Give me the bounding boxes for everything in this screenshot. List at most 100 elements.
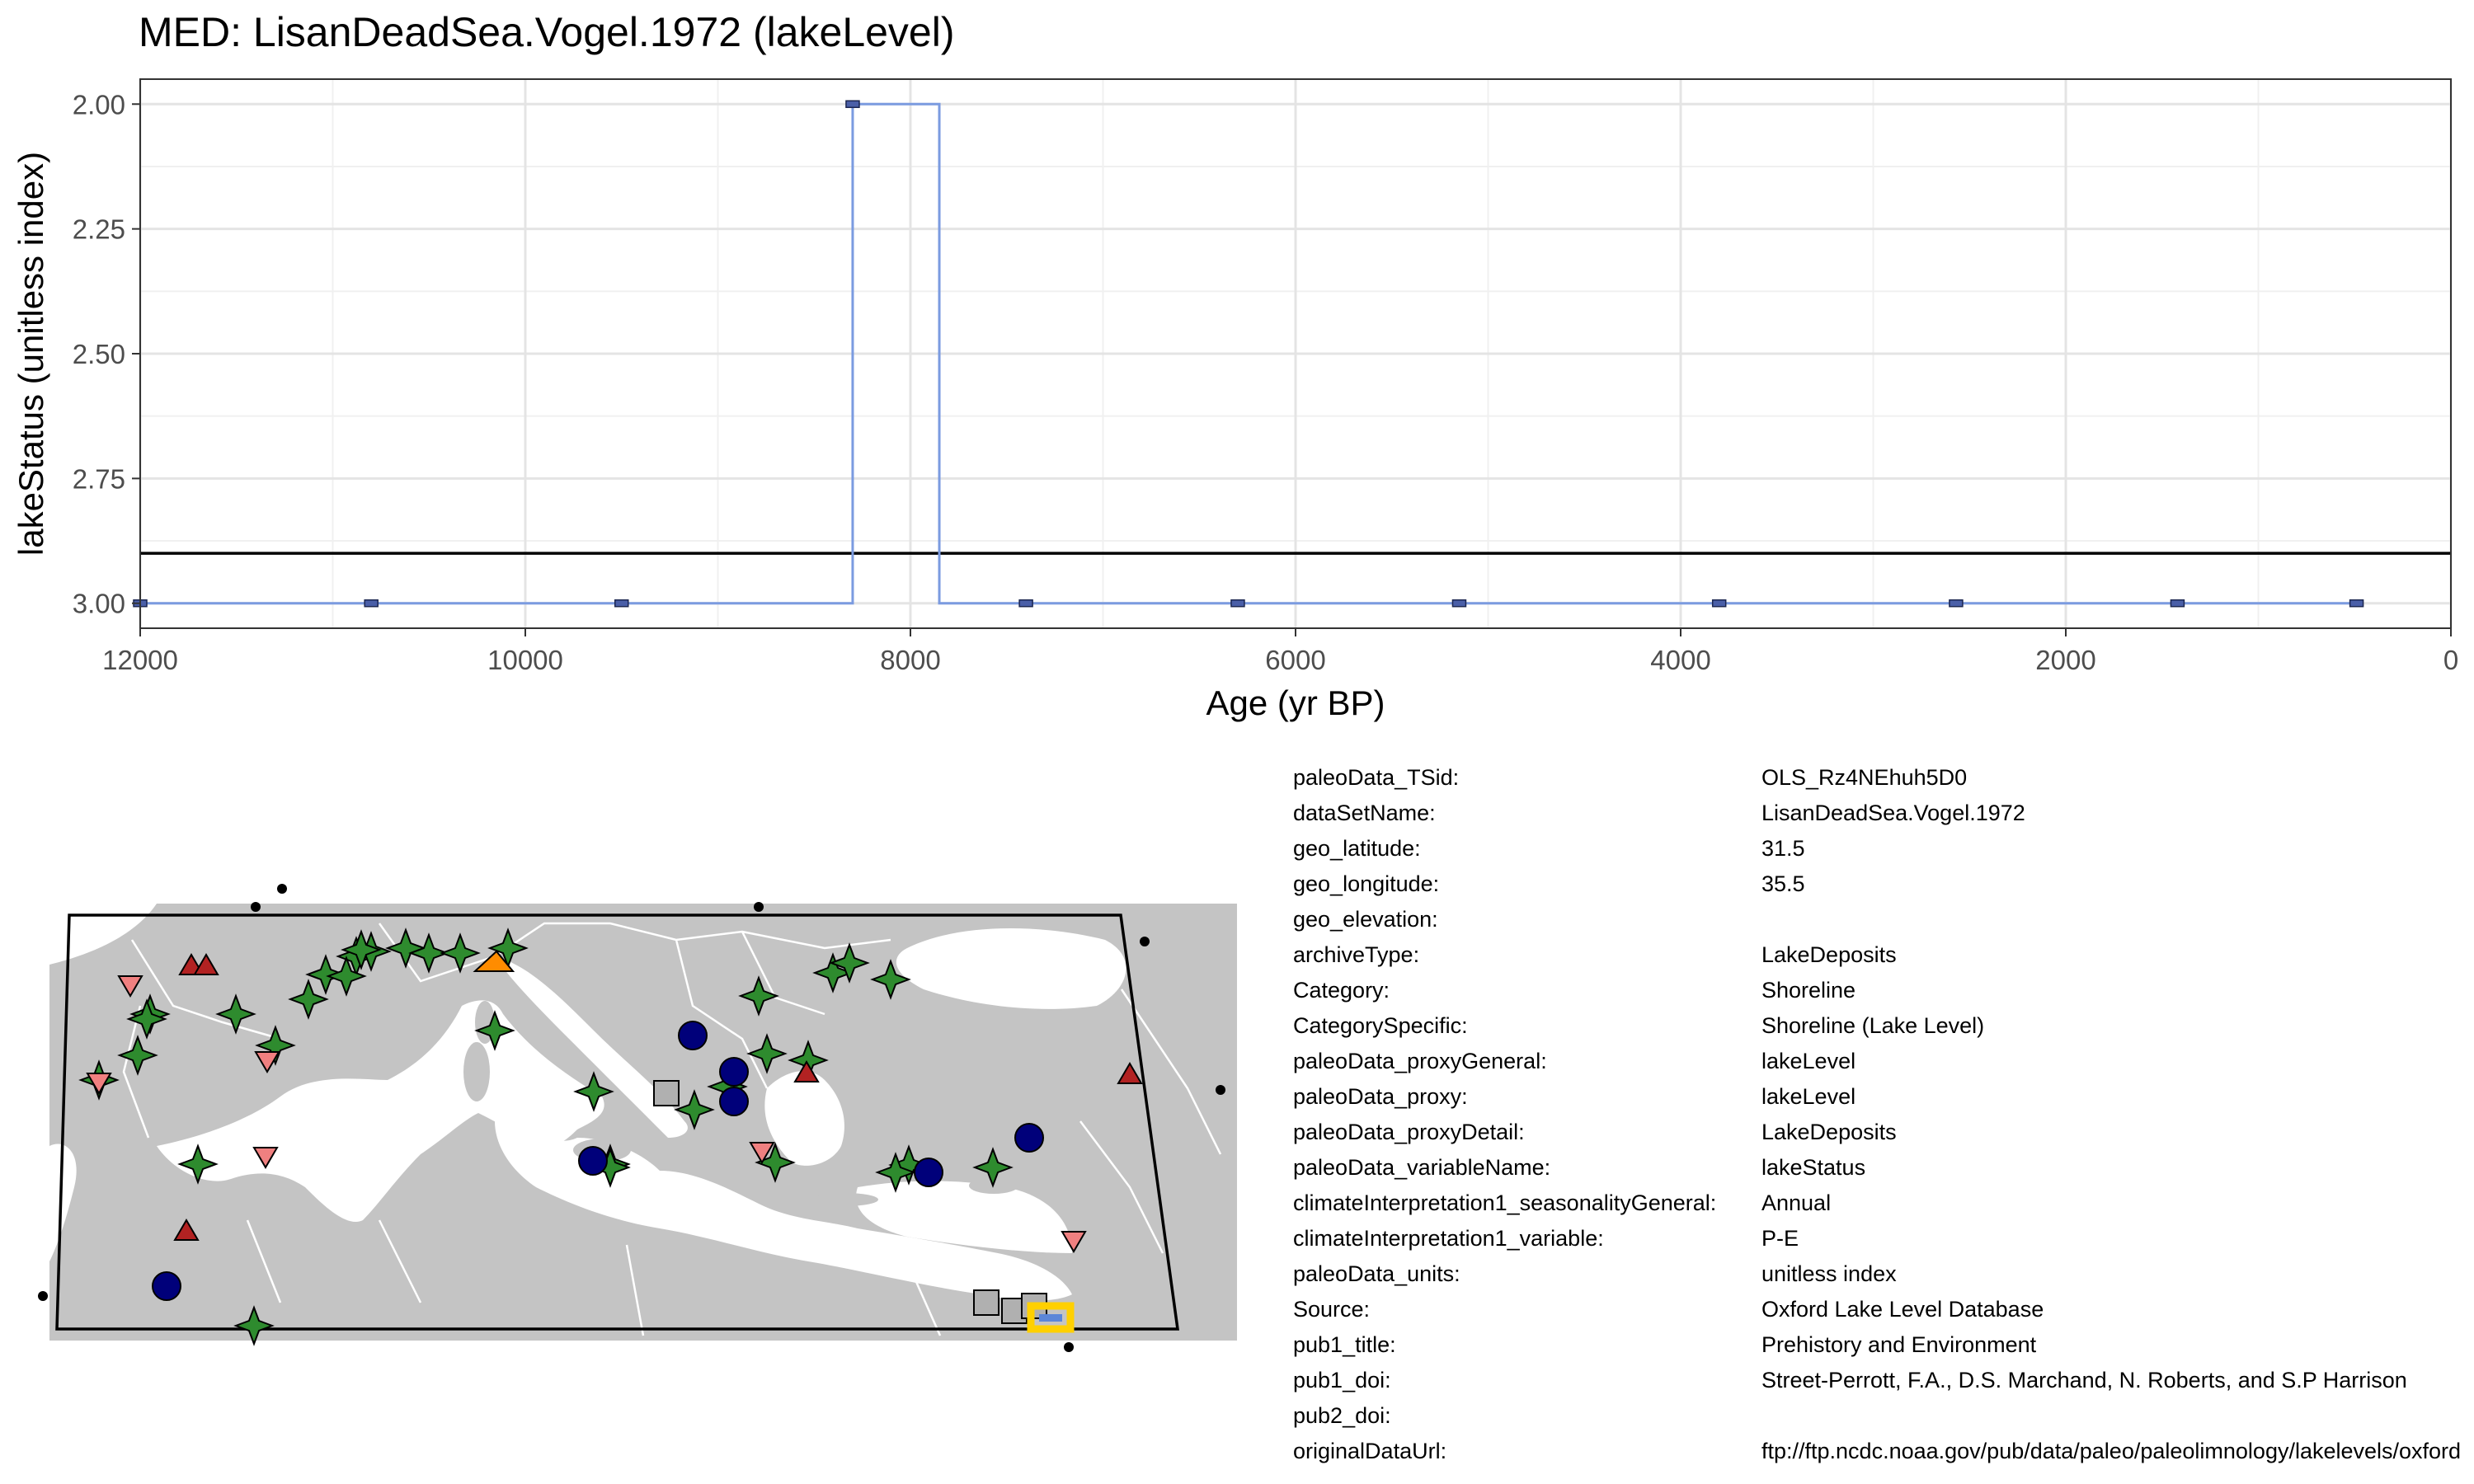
y-axis-label: lakeStatus (unitless index) — [12, 152, 50, 556]
site-marker-circle — [152, 1271, 181, 1301]
data-point-marker — [1451, 599, 1467, 608]
metadata-key: paleoData_variableName: — [1293, 1155, 1551, 1180]
central-mediterranean — [495, 1121, 1072, 1301]
data-point-marker — [2349, 599, 2364, 608]
site-marker-down-triangle — [252, 1147, 279, 1169]
site-marker-triangle — [173, 1219, 200, 1241]
metadata-row: paleoData_proxyGeneral: lakeLevel — [1293, 1044, 2461, 1079]
metadata-row: CategorySpecific: Shoreline (Lake Level) — [1293, 1008, 2461, 1044]
metadata-row: geo_latitude: 31.5 — [1293, 831, 2461, 866]
y-tick-label: 2.25 — [73, 214, 125, 245]
metadata-key: paleoData_proxy: — [1293, 1084, 1468, 1109]
site-marker-star — [972, 1147, 1014, 1188]
metadata-key: geo_elevation: — [1293, 907, 1438, 932]
x-tick-label: 4000 — [1650, 645, 1710, 675]
metadata-key: climateInterpretation1_seasonalityGenera… — [1293, 1190, 1717, 1215]
metadata-key: CategorySpecific: — [1293, 1013, 1468, 1038]
data-point-marker — [364, 599, 379, 608]
metadata-key: geo_longitude: — [1293, 871, 1440, 896]
highlighted-site-core — [1039, 1314, 1062, 1322]
series-step-line — [140, 102, 2357, 605]
metadata-row: climateInterpretation1_seasonalityGenera… — [1293, 1186, 2461, 1221]
borders — [122, 922, 1222, 1336]
map-frame — [55, 913, 1180, 1331]
site-markers — [78, 928, 1143, 1346]
metadata-key: paleoData_units: — [1293, 1261, 1460, 1286]
frame-dots — [38, 884, 1225, 1352]
site-marker-star — [117, 1035, 158, 1076]
data-point-marker — [1018, 599, 1033, 608]
map-background — [49, 904, 1237, 1341]
frame-dot — [1216, 1085, 1225, 1095]
frame-dot — [38, 1291, 48, 1301]
site-marker-star — [255, 1025, 296, 1066]
site-marker-star — [288, 979, 329, 1020]
metadata-value: Oxford Lake Level Database — [1761, 1297, 2044, 1322]
site-marker-square — [973, 1289, 999, 1316]
x-tick-label: 12000 — [102, 645, 178, 675]
site-marker-star — [829, 942, 870, 984]
site-marker-circle — [719, 1057, 749, 1087]
metadata-row: pub1_doi: Street-Perrott, F.A., D.S. Marc… — [1293, 1363, 2461, 1398]
site-marker-star — [746, 1033, 788, 1074]
site-marker-circle — [578, 1146, 608, 1176]
metadata-row: pub2_doi: — [1293, 1398, 2461, 1434]
site-marker-triangle — [193, 953, 219, 975]
metadata-key: Category: — [1293, 978, 1390, 1003]
site-marker-star — [875, 1152, 916, 1193]
data-point-marker — [614, 599, 629, 608]
atlantic — [49, 904, 157, 965]
metadata-row: Source: Oxford Lake Level Database — [1293, 1292, 2461, 1327]
site-marker-star — [385, 928, 426, 969]
highlighted-site — [1027, 1302, 1075, 1333]
x-tick-label: 6000 — [1265, 645, 1325, 675]
site-marker-down-triangle — [1061, 1231, 1087, 1253]
site-marker-star — [440, 932, 481, 974]
metadata-row: dataSetName: LisanDeadSea.Vogel.1972 — [1293, 796, 2461, 831]
site-marker-circle — [1014, 1123, 1044, 1153]
metadata-row: originalDataUrl: ftp://ftp.ncdc.noaa.gov/… — [1293, 1434, 2461, 1469]
metadata-key: paleoData_TSid: — [1293, 765, 1460, 790]
site-marker-star — [674, 1089, 715, 1130]
site-marker-circle — [914, 1158, 943, 1187]
site-marker-star — [326, 956, 367, 997]
adriatic-sea — [495, 956, 688, 1138]
x-axis-ticks: 12000 10000 8000 6000 4000 2000 0 — [102, 628, 2458, 675]
metadata-key: pub1_doi: — [1293, 1368, 1391, 1392]
metadata-row: paleoData_TSid: OLS_Rz4NEhuh5D0 — [1293, 760, 2461, 796]
site-marker-star — [870, 959, 911, 1000]
site-marker-star — [215, 993, 256, 1035]
aegean-sea — [764, 1071, 844, 1166]
metadata-key: climateInterpretation1_variable: — [1293, 1226, 1604, 1251]
metadata-value: ftp://ftp.ncdc.noaa.gov/pub/data/paleo/p… — [1761, 1439, 2462, 1463]
metadata-row: paleoData_proxy: lakeLevel — [1293, 1079, 2461, 1115]
y-axis-ticks: 2.00 2.25 2.50 2.75 3.00 — [73, 89, 140, 619]
metadata-value: lakeLevel — [1761, 1049, 1856, 1073]
data-point-marker — [1711, 599, 1727, 608]
frame-dot — [277, 884, 287, 894]
y-tick-label: 3.00 — [73, 589, 125, 619]
site-marker-star — [408, 932, 449, 974]
site-marker-down-triangle — [254, 1051, 280, 1073]
atlantic-west — [49, 1144, 77, 1261]
site-marker-star — [341, 929, 382, 970]
metadata-key: paleoData_proxyGeneral: — [1293, 1049, 1547, 1073]
site-marker-star — [474, 1010, 515, 1051]
site-marker-circle — [678, 1021, 708, 1050]
x-tick-label: 2000 — [2035, 645, 2095, 675]
metadata-row: geo_elevation: — [1293, 902, 2461, 937]
site-marker-star — [812, 952, 854, 993]
site-marker-flag — [473, 950, 515, 972]
site-marker-star — [738, 975, 779, 1017]
site-marker-down-triangle — [117, 975, 143, 998]
site-marker-star — [305, 954, 346, 995]
metadata-value: OLS_Rz4NEhuh5D0 — [1761, 765, 1968, 790]
x-tick-label: 8000 — [880, 645, 940, 675]
crete — [812, 1193, 878, 1206]
metadata-value: lakeStatus — [1761, 1155, 1866, 1180]
sardinia — [463, 1042, 490, 1101]
levant-sea — [856, 1181, 1072, 1253]
black-sea — [896, 928, 1126, 1009]
metadata-row: paleoData_units: unitless index — [1293, 1256, 2461, 1292]
frame-dot — [1064, 1342, 1074, 1352]
